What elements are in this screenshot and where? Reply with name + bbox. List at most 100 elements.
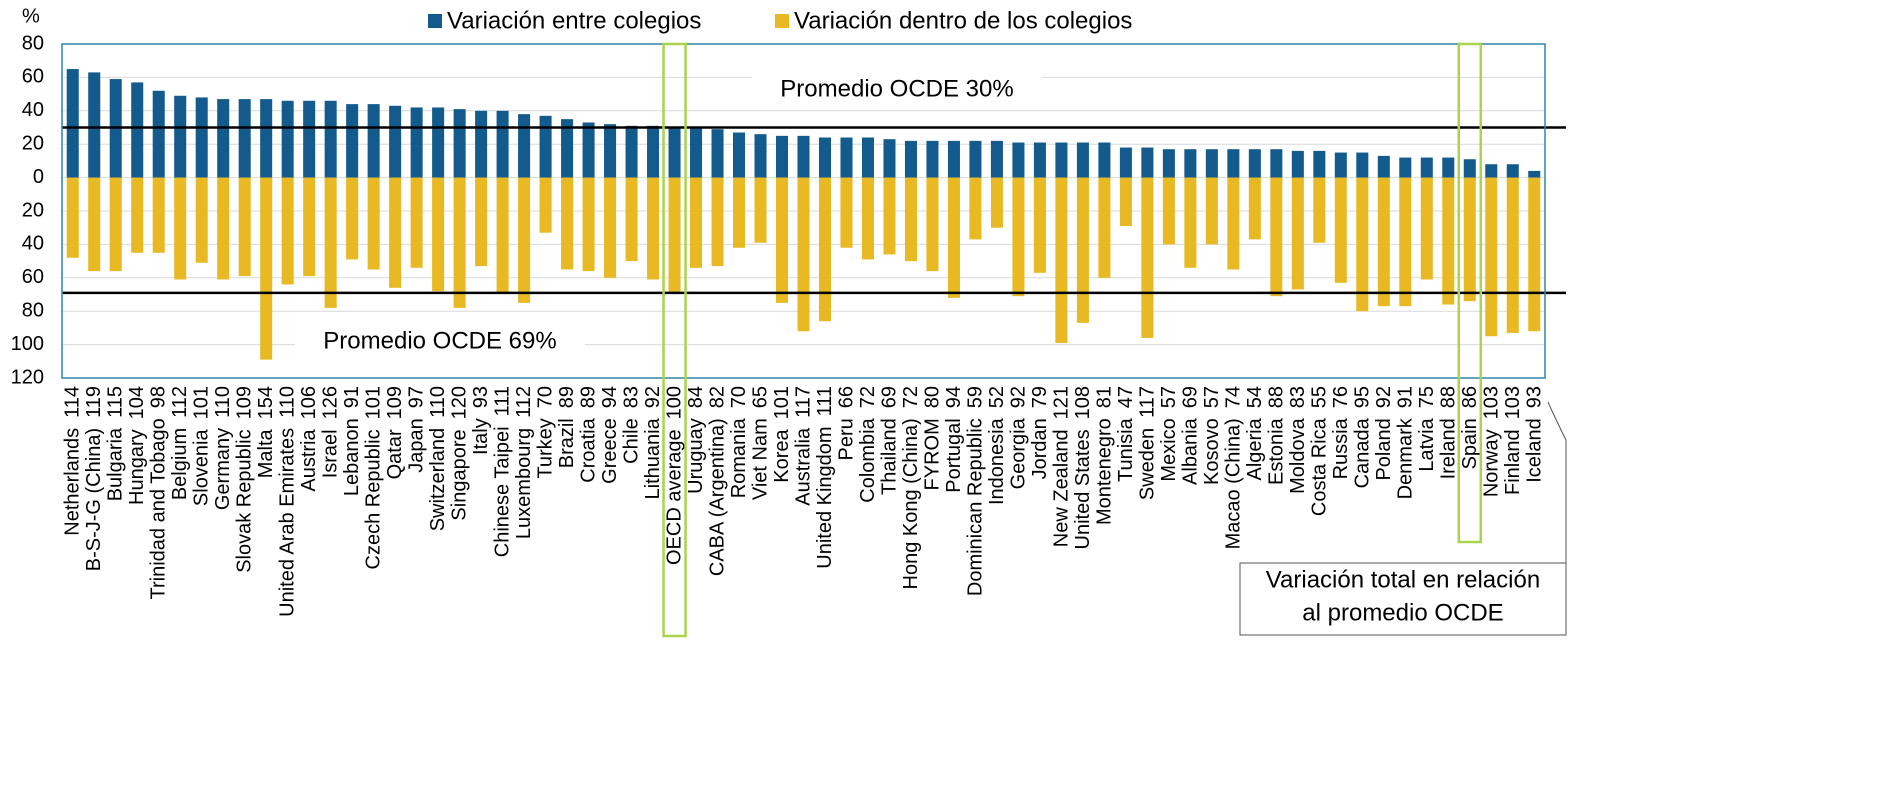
bar [346,177,359,260]
total-label: 101 [363,386,385,419]
category-name: Chile [621,418,643,464]
bar [1485,164,1498,178]
total-label: 95 [1352,386,1374,408]
category-name: Chinese Taipei [492,426,514,557]
total-label: 88 [1266,386,1288,408]
bar [1313,150,1326,178]
category-name: Moldova [1287,417,1309,493]
category-name: Finland [1502,429,1524,495]
bar [88,177,101,272]
total-label: 76 [1330,386,1352,408]
bar [238,177,251,277]
bar [1334,152,1347,178]
total-label: 119 [84,386,106,418]
category-name: Montenegro [1094,418,1116,525]
bar [66,69,79,178]
category-name: Austria [298,429,320,492]
category-name: Sweden [1137,428,1159,500]
bar [1420,157,1433,178]
category-name: Australia [793,427,815,506]
x-tick-label: Costa Rica 55 [1309,386,1331,516]
total-label: 70 [728,386,750,408]
total-label: 84 [685,386,707,408]
category-name: Qatar [384,429,406,479]
total-label: 54 [1244,386,1266,408]
x-tick-label: Sweden 117 [1137,386,1159,500]
total-label: 154 [255,386,277,419]
category-name: Jordan [1029,418,1051,479]
x-tick-label: Estonia 88 [1266,386,1288,485]
bar [303,177,316,277]
bar [66,177,79,258]
bar [840,137,853,178]
category-name: Viet Nam [750,418,772,500]
x-tick-label: Switzerland 110 [427,386,449,531]
x-tick-label: Macao (China) 74 [1223,386,1245,549]
annotation-box [1239,562,1567,636]
bar [324,100,337,178]
bar [475,110,488,178]
total-label: 112 [169,386,191,418]
category-name: Peru [836,418,858,460]
bar [518,114,531,178]
x-tick-label: Jordan 79 [1029,386,1051,479]
bar [883,177,896,255]
bar [518,177,531,303]
total-label: 111 [814,386,836,416]
category-name: Bulgaria [105,427,127,501]
bar [1528,177,1541,332]
total-label: 103 [1502,386,1524,419]
x-tick-label: New Zealand 121 [1051,386,1073,547]
y-tick-label: 40 [22,99,44,121]
bar [453,177,466,308]
y-tick-label: 20 [22,132,44,154]
category-name: FYROM [922,418,944,490]
x-tick-label: Iceland 93 [1524,386,1546,483]
bar [1270,177,1283,297]
total-label: 115 [105,386,127,418]
total-label: 104 [127,386,149,419]
category-name: Iceland [1524,418,1546,483]
total-label: 80 [922,386,944,408]
x-tick-label: Latvia 75 [1416,386,1438,472]
category-name: Trinidad and Tobago [148,418,170,599]
bar [410,177,423,268]
reference-label: Promedio OCDE 30% [780,75,1013,102]
bar [561,119,574,178]
bar [195,177,208,263]
bar [152,177,165,253]
total-label: 92 [1008,386,1030,408]
total-label: 110 [212,386,234,418]
category-name: Israel [320,429,342,478]
x-tick-label: United States 108 [1072,386,1094,549]
category-name: Slovenia [191,428,213,506]
x-tick-label: Slovak Republic 109 [234,386,256,573]
category-name: Albania [1180,417,1202,485]
category-name: CABA (Argentina) [707,418,729,576]
y-tick-label: 60 [22,266,44,288]
category-name: Slovak Republic [234,429,256,572]
bar [775,135,789,178]
bar [690,127,703,178]
total-label: 83 [621,386,643,408]
category-name: Turkey [535,418,557,478]
y-tick-label: 20 [22,199,44,221]
total-label: 69 [879,386,901,408]
bar [195,97,208,178]
bar [625,125,638,178]
x-tick-label: United Arab Emirates 110 [277,386,299,617]
bar [647,125,660,178]
x-tick-label: Turkey 70 [535,386,557,479]
bar [174,95,187,178]
category-name: Belgium [169,428,191,500]
x-tick-label: Mexico 57 [1158,386,1180,482]
category-name: Malta [255,428,277,478]
x-tick-label: Japan 97 [406,386,428,473]
category-name: Japan [406,418,428,473]
category-name: Hong Kong (China) [900,418,922,589]
y-tick-label: 80 [22,32,44,54]
x-tick-label: Netherlands 114 [62,386,84,536]
total-label: 112 [513,386,535,418]
total-label: 72 [857,386,879,408]
category-name: Uruguay [685,418,707,494]
